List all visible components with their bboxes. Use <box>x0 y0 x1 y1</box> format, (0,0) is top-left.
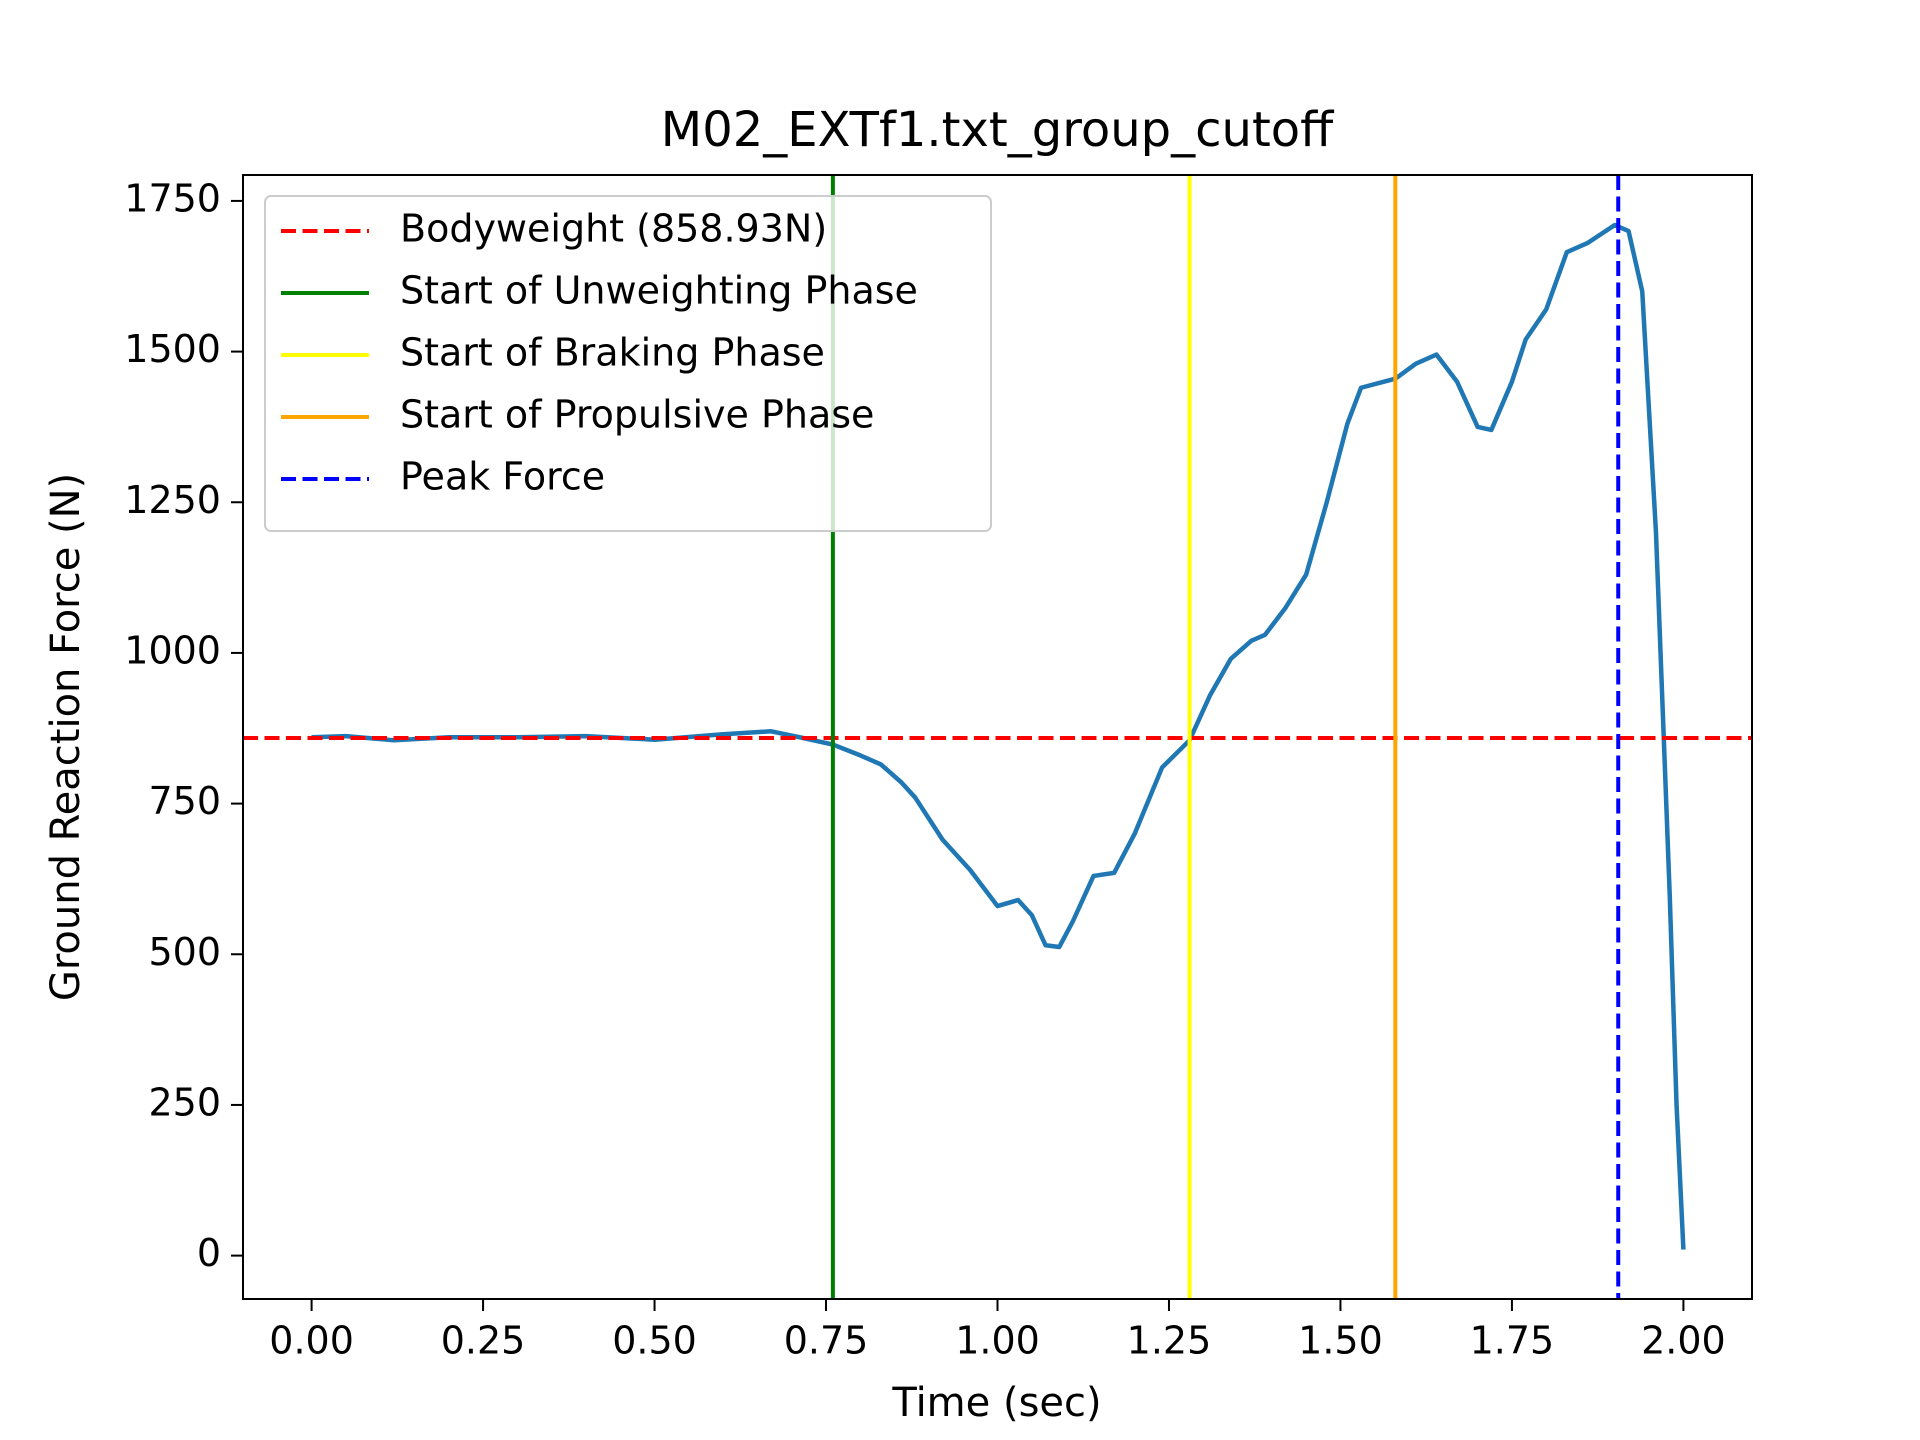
legend-label: Bodyweight (858.93N) <box>400 207 827 251</box>
y-tick-label: 1750 <box>124 176 221 220</box>
legend: Bodyweight (858.93N) Start of Unweighting… <box>264 195 992 532</box>
legend-label: Peak Force <box>400 455 605 499</box>
x-tick-label: 1.00 <box>955 1319 1040 1363</box>
x-tick-label: 0.50 <box>612 1319 697 1363</box>
chart-title: M02_EXTf1.txt_group_cutoff <box>661 102 1334 158</box>
y-tick-label: 0 <box>197 1231 221 1275</box>
y-tick-label: 1500 <box>124 327 221 371</box>
y-axis-label: Ground Reaction Force (N) <box>43 473 89 1001</box>
x-tick-label: 1.50 <box>1298 1319 1383 1363</box>
x-axis-label: Time (sec) <box>891 1380 1101 1426</box>
legend-label: Start of Braking Phase <box>400 331 825 375</box>
x-tick-label: 0.25 <box>441 1319 526 1363</box>
x-tick-label: 1.25 <box>1127 1319 1212 1363</box>
x-tick-label: 1.75 <box>1470 1319 1555 1363</box>
x-tick-label: 2.00 <box>1641 1319 1726 1363</box>
y-tick-label: 500 <box>148 930 221 974</box>
legend-label: Start of Unweighting Phase <box>400 269 918 313</box>
y-tick-label: 750 <box>148 779 221 823</box>
y-tick-label: 250 <box>148 1080 221 1124</box>
x-tick-label: 0.75 <box>784 1319 869 1363</box>
y-tick-label: 1250 <box>124 478 221 522</box>
y-tick-label: 1000 <box>124 628 221 672</box>
legend-box <box>264 195 992 532</box>
axes-frame <box>242 174 1753 1300</box>
x-tick-label: 0.00 <box>269 1319 354 1363</box>
legend-label: Start of Propulsive Phase <box>400 393 874 437</box>
